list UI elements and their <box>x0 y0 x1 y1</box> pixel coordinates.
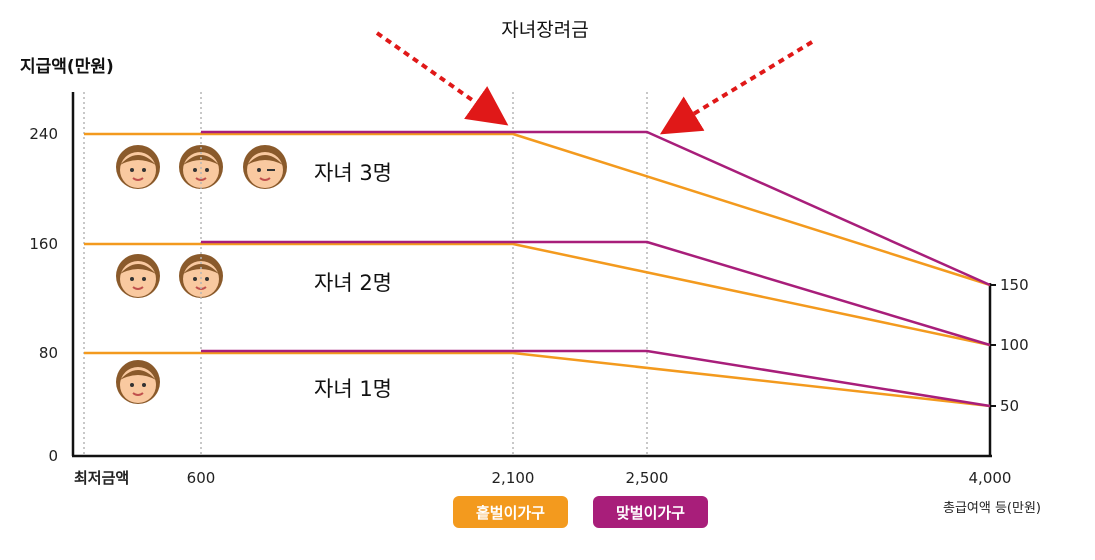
legend-box-0 <box>453 496 568 528</box>
series-line-4 <box>84 351 991 408</box>
x-tick-0: 최저금액 <box>74 469 129 487</box>
chart-title: 자녀장려금 <box>501 19 588 41</box>
child-face-icons-1 <box>116 360 160 404</box>
annotation-arrow-right <box>659 40 814 135</box>
x-tick-1: 600 <box>187 469 216 487</box>
series-line-5 <box>201 349 991 408</box>
series-line-3 <box>201 240 991 347</box>
child-face-icons-3 <box>116 145 287 189</box>
annotation-arrow-left <box>375 31 509 126</box>
y-right-tick-0: 150 <box>1000 276 1029 294</box>
x-tick-2: 2,100 <box>492 469 535 487</box>
y-axis-title: 지급액(만원) <box>20 57 114 77</box>
series-line-2 <box>84 242 991 347</box>
y-left-tick-1: 80 <box>39 344 58 362</box>
x-axis-title: 총급여액 등(만원) <box>943 501 1041 516</box>
series-line-0 <box>84 132 991 287</box>
legend-label-0: 홑벌이가구 <box>476 504 545 522</box>
y-left-tick-2: 160 <box>29 235 58 253</box>
y-left-tick-3: 240 <box>29 125 58 143</box>
x-tick-4: 4,000 <box>969 469 1012 487</box>
legend-label-1: 맞벌이가구 <box>616 504 685 522</box>
child-face-icons-2 <box>116 254 223 298</box>
y-left-tick-0: 0 <box>48 447 58 465</box>
x-tick-3: 2,500 <box>626 469 669 487</box>
group-label-2: 자녀 2명 <box>314 271 392 295</box>
legend-box-1 <box>593 496 708 528</box>
series-line-1 <box>201 130 991 287</box>
group-label-1: 자녀 1명 <box>314 377 392 401</box>
y-right-tick-2: 50 <box>1000 397 1019 415</box>
y-right-tick-1: 100 <box>1000 336 1029 354</box>
group-label-3: 자녀 3명 <box>314 161 392 185</box>
